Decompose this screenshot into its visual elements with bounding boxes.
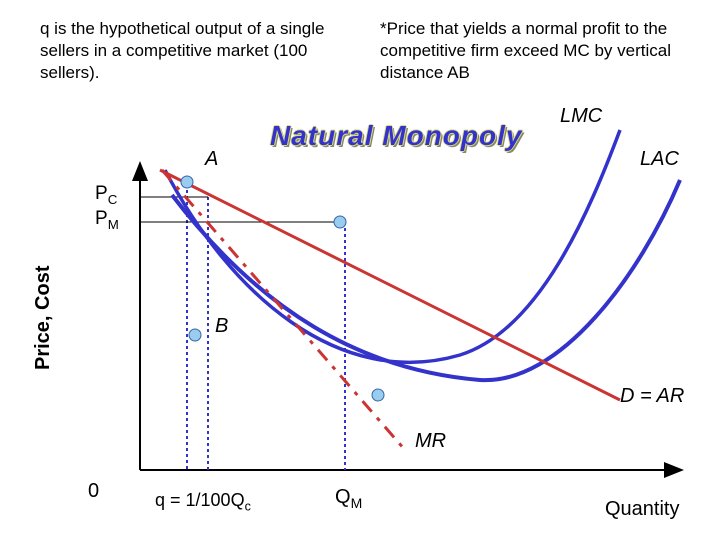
label-a: A: [205, 148, 218, 171]
label-qm: QM: [335, 486, 362, 511]
label-lmc: LMC: [560, 105, 602, 128]
chart-svg: [0, 0, 720, 540]
label-pm: PM: [95, 208, 119, 232]
marker-a: [181, 176, 193, 188]
label-lac: LAC: [640, 148, 679, 171]
label-b: B: [215, 315, 228, 338]
label-mr: MR: [415, 430, 446, 453]
x-axis-label: Quantity: [605, 498, 679, 521]
marker-mr: [372, 389, 384, 401]
lmc-curve: [165, 130, 620, 362]
demand-line: [160, 170, 620, 400]
marker-b: [189, 329, 201, 341]
label-pc: PC: [95, 183, 117, 207]
marker-pm: [334, 216, 346, 228]
lac-curve: [172, 180, 680, 380]
mr-line: [162, 170, 405, 450]
label-dar: D = AR: [620, 385, 684, 408]
label-q-formula: q = 1/100Qc: [155, 490, 251, 514]
label-zero: 0: [88, 480, 99, 503]
